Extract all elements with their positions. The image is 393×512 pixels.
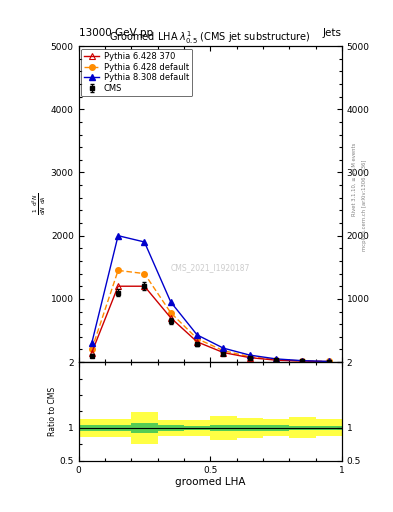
Legend: Pythia 6.428 370, Pythia 6.428 default, Pythia 8.308 default, CMS: Pythia 6.428 370, Pythia 6.428 default, … [81, 49, 192, 96]
Pythia 6.428 default [142, 270, 147, 276]
Text: 13000 GeV pp: 13000 GeV pp [79, 28, 153, 38]
Pythia 6.428 default [326, 358, 331, 365]
Line: Pythia 8.308 default: Pythia 8.308 default [88, 232, 332, 365]
Pythia 8.308 default [168, 299, 173, 305]
Pythia 6.428 370 [326, 358, 331, 365]
Line: Pythia 6.428 default: Pythia 6.428 default [89, 268, 332, 364]
Pythia 6.428 default [221, 348, 226, 354]
Pythia 6.428 370 [142, 283, 147, 289]
Pythia 6.428 370 [300, 358, 305, 364]
Pythia 8.308 default [300, 357, 305, 364]
Pythia 6.428 370 [274, 357, 278, 363]
Line: Pythia 6.428 370: Pythia 6.428 370 [88, 283, 332, 365]
Pythia 8.308 default [195, 332, 200, 338]
Pythia 8.308 default [274, 356, 278, 362]
Pythia 6.428 default [248, 354, 252, 360]
Text: CMS_2021_I1920187: CMS_2021_I1920187 [171, 263, 250, 272]
Text: Jets: Jets [323, 28, 342, 38]
Pythia 6.428 default [116, 267, 120, 273]
Pythia 6.428 370 [116, 283, 120, 289]
Pythia 8.308 default [116, 232, 120, 239]
Pythia 8.308 default [221, 345, 226, 351]
Pythia 6.428 370 [90, 350, 94, 356]
Pythia 8.308 default [326, 358, 331, 365]
Y-axis label: $\frac{1}{\mathrm{d}N}\frac{\mathrm{d}^2N}{\mathrm{d}\lambda}$: $\frac{1}{\mathrm{d}N}\frac{\mathrm{d}^2… [31, 193, 48, 215]
X-axis label: groomed LHA: groomed LHA [175, 477, 246, 487]
Pythia 8.308 default [90, 340, 94, 346]
Pythia 6.428 default [168, 310, 173, 316]
Pythia 8.308 default [142, 239, 147, 245]
Pythia 6.428 default [274, 356, 278, 362]
Text: mcplots.cern.ch [arXiv:1306.3436]: mcplots.cern.ch [arXiv:1306.3436] [362, 159, 367, 250]
Pythia 8.308 default [248, 352, 252, 358]
Pythia 6.428 370 [168, 315, 173, 321]
Pythia 6.428 370 [248, 355, 252, 361]
Text: Rivet 3.1.10, ≥ 3.1M events: Rivet 3.1.10, ≥ 3.1M events [352, 142, 357, 216]
Pythia 6.428 370 [195, 339, 200, 345]
Title: Groomed LHA $\lambda^{1}_{0.5}$ (CMS jet substructure): Groomed LHA $\lambda^{1}_{0.5}$ (CMS jet… [110, 29, 311, 46]
Y-axis label: Ratio to CMS: Ratio to CMS [48, 387, 57, 436]
Pythia 6.428 370 [221, 350, 226, 356]
Pythia 6.428 default [300, 358, 305, 364]
Pythia 6.428 default [195, 335, 200, 342]
Pythia 6.428 default [90, 346, 94, 352]
